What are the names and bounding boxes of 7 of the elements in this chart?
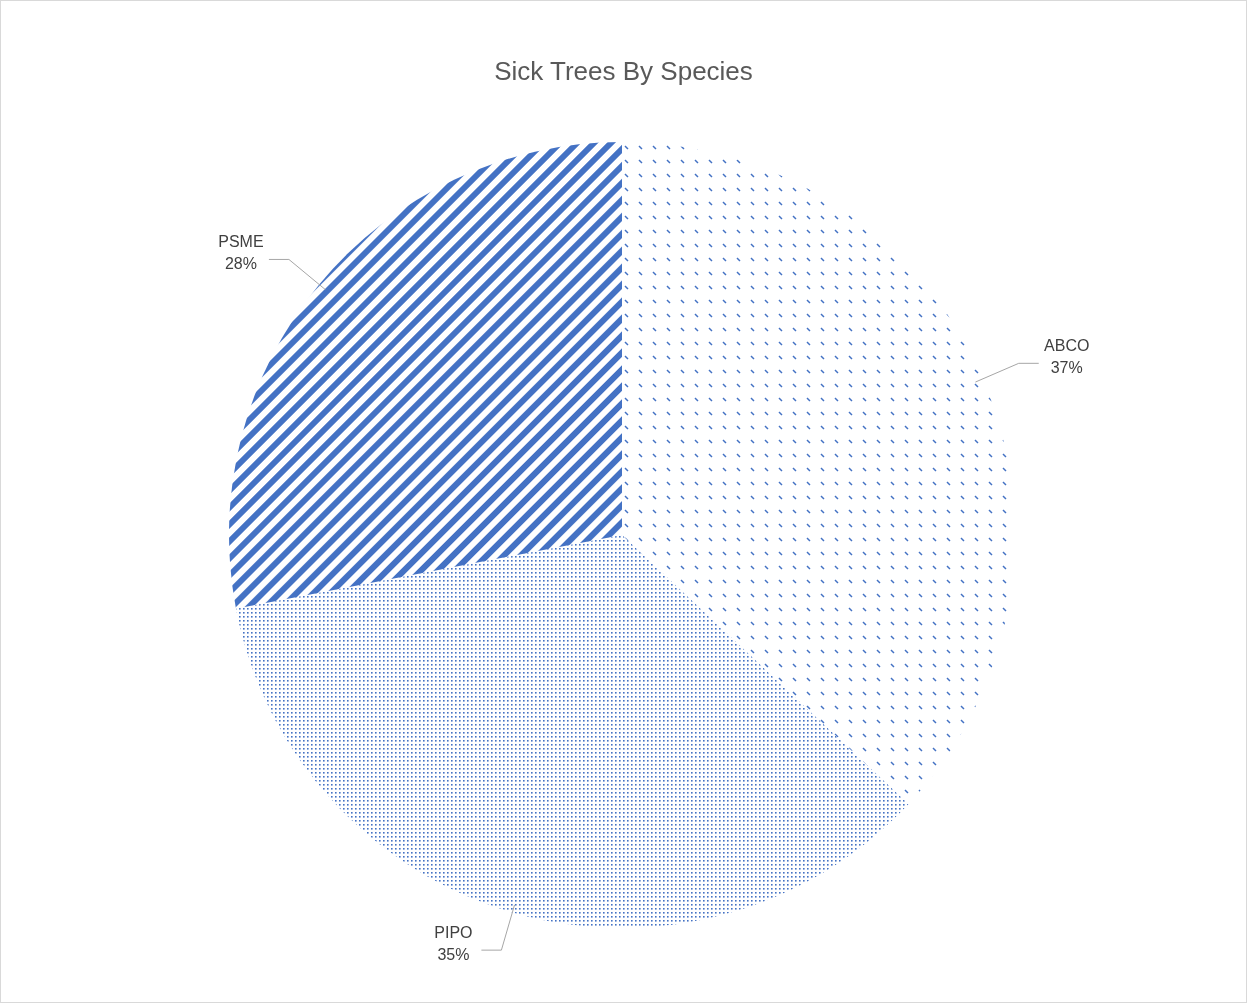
data-label: 37% [1050, 359, 1083, 377]
slice-label: ABCO [1044, 337, 1090, 355]
data-label: 28% [224, 255, 257, 273]
data-label: 35% [437, 946, 470, 964]
slice-label: PIPO [434, 924, 473, 942]
chart-title: Sick Trees By Species [494, 56, 753, 86]
slice-label: PSME [218, 233, 264, 251]
